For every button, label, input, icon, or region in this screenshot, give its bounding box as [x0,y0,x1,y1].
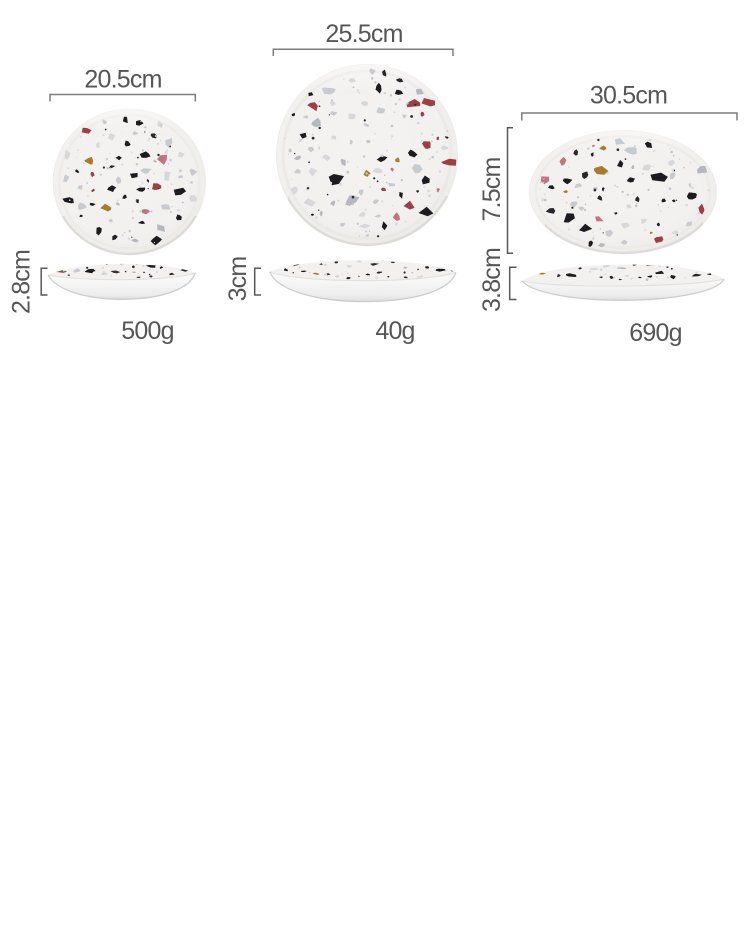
svg-text:2.8cm: 2.8cm [8,250,36,314]
svg-text:40g: 40g [375,317,414,345]
svg-text:3.8cm: 3.8cm [478,248,506,312]
svg-text:7.5cm: 7.5cm [478,157,506,221]
svg-text:3cm: 3cm [224,257,252,302]
svg-text:25.5cm: 25.5cm [325,20,402,48]
svg-text:20.5cm: 20.5cm [84,66,161,94]
svg-text:500g: 500g [121,317,173,345]
svg-text:30.5cm: 30.5cm [590,82,667,110]
svg-text:690g: 690g [629,319,681,347]
